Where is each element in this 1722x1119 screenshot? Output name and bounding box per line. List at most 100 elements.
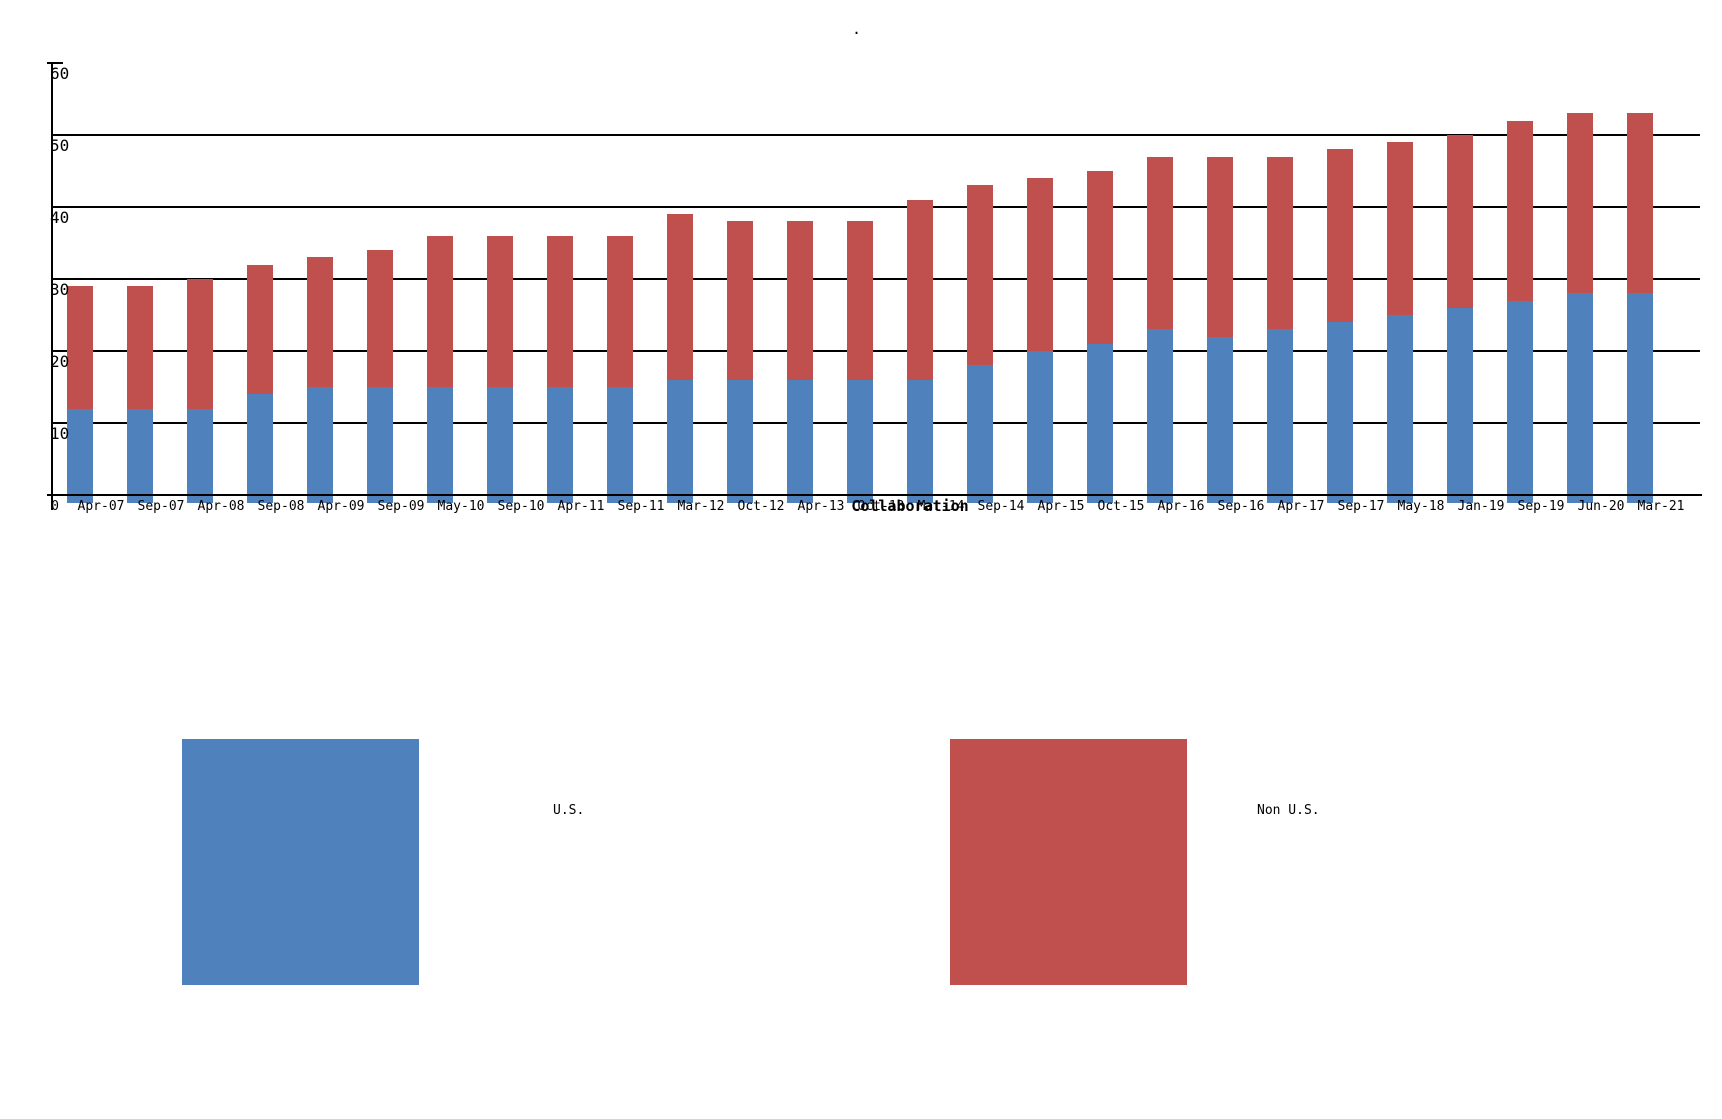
x-tick-label-Apr-13: Apr-13 xyxy=(797,499,845,514)
bar-segment-nonus-Mar-12 xyxy=(667,214,693,380)
x-tick-label-Sep-09: Sep-09 xyxy=(377,499,425,514)
x-tick-label-Sep-08: Sep-08 xyxy=(257,499,305,514)
bar-segment-us-Apr-15 xyxy=(1027,351,1053,503)
legend-label-nonus: Non U.S. xyxy=(1257,803,1320,818)
x-tick-label-May-10: May-10 xyxy=(437,499,485,514)
gridline-40 xyxy=(52,206,1700,208)
y-tick-label-60: 60 xyxy=(50,64,70,83)
x-tick-label-Sep-17: Sep-17 xyxy=(1337,499,1385,514)
bar-segment-us-Sep-08 xyxy=(247,394,273,503)
bar-segment-nonus-Sep-10 xyxy=(487,235,513,387)
bar-segment-us-Mar-21 xyxy=(1627,293,1653,503)
bar-segment-nonus-Jun-20 xyxy=(1567,113,1593,294)
bar-segment-us-Sep-19 xyxy=(1507,300,1533,503)
y-tick-label-40: 40 xyxy=(50,208,70,227)
x-tick-label-Oct-15: Oct-15 xyxy=(1097,499,1145,514)
x-tick-label-Apr-16: Apr-16 xyxy=(1157,499,1205,514)
bar-segment-nonus-Apr-16 xyxy=(1147,156,1173,330)
bar-segment-nonus-Oct-15 xyxy=(1087,171,1113,344)
bar-segment-nonus-May-10 xyxy=(427,235,453,387)
x-tick-label-Apr-07: Apr-07 xyxy=(77,499,125,514)
x-tick-label-Oct-12: Oct-12 xyxy=(737,499,785,514)
x-tick-label-Apr-11: Apr-11 xyxy=(557,499,605,514)
x-axis-title: Collaboration xyxy=(851,497,969,515)
x-tick-label-Mar-21: Mar-21 xyxy=(1637,499,1685,514)
x-tick-label-Oct-13: Oct-13 xyxy=(857,499,905,514)
bar-segment-us-Mar-14 xyxy=(907,379,933,503)
bar-segment-us-Sep-16 xyxy=(1207,336,1233,503)
x-tick-label-Mar-12: Mar-12 xyxy=(677,499,725,514)
y-tick-label-10: 10 xyxy=(50,424,70,443)
legend-swatch-nonus xyxy=(950,739,1187,985)
x-tick-label-Apr-09: Apr-09 xyxy=(317,499,365,514)
bar-segment-us-Sep-17 xyxy=(1327,322,1353,503)
bar-segment-nonus-Sep-08 xyxy=(247,264,273,395)
x-tick-label-May-18: May-18 xyxy=(1397,499,1445,514)
bar-segment-us-Oct-13 xyxy=(847,379,873,503)
y-tick-label-30: 30 xyxy=(50,280,70,299)
bar-segment-us-Sep-14 xyxy=(967,365,993,503)
y-tick-label-20: 20 xyxy=(50,352,70,371)
bar-segment-us-Apr-16 xyxy=(1147,329,1173,503)
bar-segment-us-Apr-13 xyxy=(787,379,813,503)
chart-title: . xyxy=(852,20,862,38)
bar-segment-us-Mar-12 xyxy=(667,379,693,503)
bar-segment-us-Oct-12 xyxy=(727,379,753,503)
x-tick-label-Apr-17: Apr-17 xyxy=(1277,499,1325,514)
bar-segment-us-Apr-08 xyxy=(187,408,213,503)
bar-segment-us-Apr-17 xyxy=(1267,329,1293,503)
bar-segment-nonus-Oct-12 xyxy=(727,221,753,380)
x-tick-label-Apr-15: Apr-15 xyxy=(1037,499,1085,514)
y-tick-label-50: 50 xyxy=(50,136,70,155)
bar-segment-nonus-Mar-14 xyxy=(907,199,933,380)
bar-segment-nonus-Apr-15 xyxy=(1027,178,1053,351)
bar-segment-nonus-Jan-19 xyxy=(1447,135,1473,308)
x-tick-label-Sep-19: Sep-19 xyxy=(1517,499,1565,514)
bar-segment-us-Apr-09 xyxy=(307,387,333,503)
x-tick-label-Jan-19: Jan-19 xyxy=(1457,499,1505,514)
x-tick-label-Sep-07: Sep-07 xyxy=(137,499,185,514)
gridline-30 xyxy=(52,278,1700,280)
x-tick-label-Sep-11: Sep-11 xyxy=(617,499,665,514)
bar-segment-nonus-May-18 xyxy=(1387,142,1413,315)
bar-segment-us-May-10 xyxy=(427,387,453,503)
legend-swatch-us xyxy=(182,739,419,985)
bar-segment-us-Jun-20 xyxy=(1567,293,1593,503)
y-tick-label-0: 0 xyxy=(51,499,59,514)
y-axis-line xyxy=(51,62,53,510)
bar-segment-nonus-Sep-14 xyxy=(967,185,993,366)
bar-segment-us-Oct-15 xyxy=(1087,343,1113,503)
bar-segment-nonus-Sep-19 xyxy=(1507,120,1533,301)
bar-segment-nonus-Apr-11 xyxy=(547,235,573,387)
bar-segment-us-Jan-19 xyxy=(1447,307,1473,503)
bar-segment-nonus-Apr-08 xyxy=(187,279,213,409)
bar-segment-nonus-Oct-13 xyxy=(847,221,873,380)
bar-segment-nonus-Apr-13 xyxy=(787,221,813,380)
bar-segment-nonus-Sep-16 xyxy=(1207,156,1233,337)
x-tick-label-Apr-08: Apr-08 xyxy=(197,499,245,514)
bar-segment-nonus-Sep-07 xyxy=(127,286,153,409)
bar-segment-us-Sep-07 xyxy=(127,408,153,503)
x-tick-label-Sep-16: Sep-16 xyxy=(1217,499,1265,514)
y-axis-top-tick xyxy=(47,62,63,64)
bar-segment-nonus-Sep-09 xyxy=(367,250,393,387)
x-tick-label-Sep-10: Sep-10 xyxy=(497,499,545,514)
x-tick-label-Sep-14: Sep-14 xyxy=(977,499,1025,514)
legend-label-us: U.S. xyxy=(553,803,585,818)
bar-segment-nonus-Apr-09 xyxy=(307,257,333,387)
bar-segment-nonus-Mar-21 xyxy=(1627,113,1653,294)
bar-segment-nonus-Sep-17 xyxy=(1327,149,1353,323)
bar-segment-nonus-Apr-17 xyxy=(1267,156,1293,330)
bar-segment-us-Apr-11 xyxy=(547,387,573,503)
gridline-10 xyxy=(52,422,1700,424)
bar-segment-us-Apr-07 xyxy=(67,408,93,503)
x-tick-label-Mar-14: Mar-14 xyxy=(917,499,965,514)
bar-segment-us-Sep-09 xyxy=(367,387,393,503)
gridline-50 xyxy=(52,134,1700,136)
gridline-20 xyxy=(52,350,1700,352)
bar-segment-us-Sep-10 xyxy=(487,387,513,503)
x-tick-label-Jun-20: Jun-20 xyxy=(1577,499,1625,514)
bar-segment-nonus-Sep-11 xyxy=(607,235,633,387)
bar-segment-us-Sep-11 xyxy=(607,387,633,503)
